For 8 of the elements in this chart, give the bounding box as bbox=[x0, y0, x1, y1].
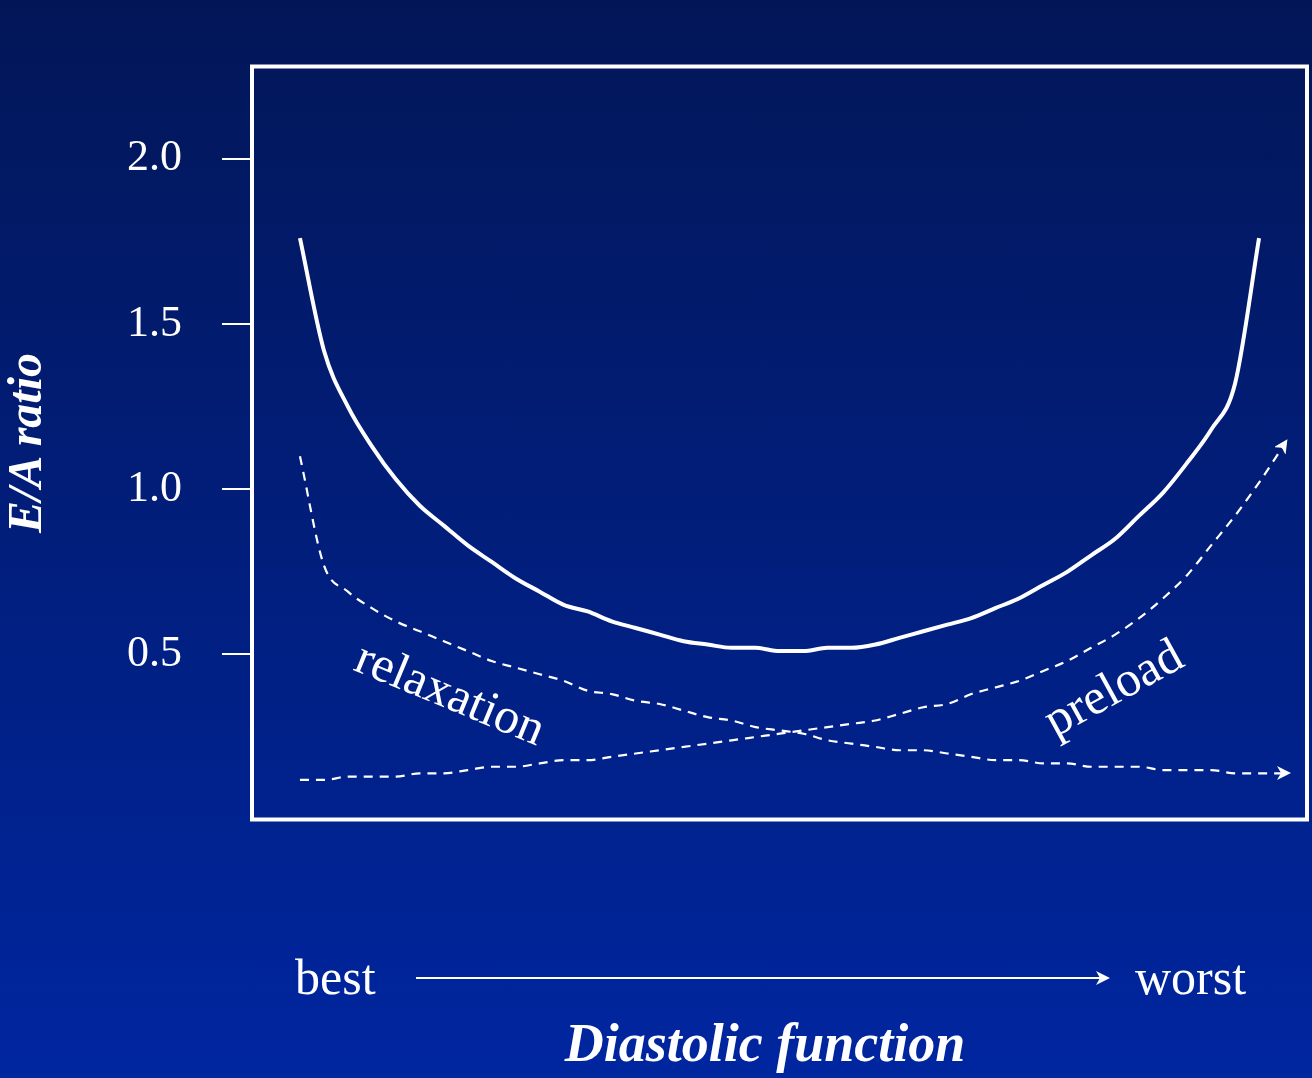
text: worst bbox=[1135, 949, 1247, 1005]
text: best bbox=[295, 949, 376, 1005]
y-tick-label: 1.5 bbox=[127, 296, 182, 346]
y-tick-label: 1.0 bbox=[127, 461, 182, 511]
y-axis-title: E/A ratio bbox=[0, 352, 52, 535]
y-tick-label: 0.5 bbox=[127, 626, 182, 676]
x-axis-title: Diastolic function bbox=[563, 1013, 967, 1073]
y-tick-label: 2.0 bbox=[127, 131, 182, 181]
